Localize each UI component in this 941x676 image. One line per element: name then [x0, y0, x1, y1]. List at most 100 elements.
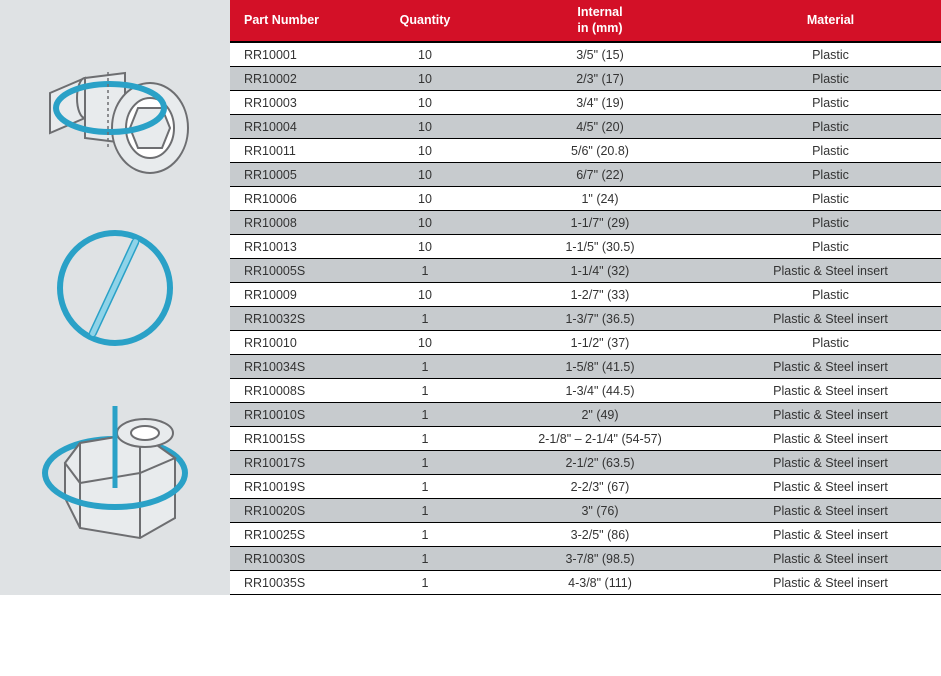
- cell-material: Plastic & Steel insert: [720, 451, 941, 475]
- cell-material: Plastic & Steel insert: [720, 403, 941, 427]
- cell-qty: 1: [370, 499, 480, 523]
- cell-qty: 1: [370, 427, 480, 451]
- cell-internal: 4-3/8" (111): [480, 571, 720, 595]
- cell-internal: 1-1/2" (37): [480, 331, 720, 355]
- cell-material: Plastic & Steel insert: [720, 355, 941, 379]
- table-row: RR10025S13-2/5" (86)Plastic & Steel inse…: [230, 523, 941, 547]
- cell-part: RR10001: [230, 42, 370, 67]
- cell-internal: 2" (49): [480, 403, 720, 427]
- cell-internal: 1-2/7" (33): [480, 283, 720, 307]
- cell-material: Plastic & Steel insert: [720, 307, 941, 331]
- table-row: RR10004104/5" (20)Plastic: [230, 115, 941, 139]
- header-part-number: Part Number: [230, 0, 370, 42]
- socket-diagram-icon: [30, 38, 200, 188]
- table-row: RR10013101-1/5" (30.5)Plastic: [230, 235, 941, 259]
- cell-internal: 1-3/7" (36.5): [480, 307, 720, 331]
- cell-internal: 2/3" (17): [480, 67, 720, 91]
- table-row: RR10010S12" (49)Plastic & Steel insert: [230, 403, 941, 427]
- table-row: RR10002102/3" (17)Plastic: [230, 67, 941, 91]
- cell-part: RR10003: [230, 91, 370, 115]
- cell-internal: 3/4" (19): [480, 91, 720, 115]
- cell-internal: 1-3/4" (44.5): [480, 379, 720, 403]
- table-row: RR10009101-2/7" (33)Plastic: [230, 283, 941, 307]
- cell-material: Plastic & Steel insert: [720, 379, 941, 403]
- cell-qty: 1: [370, 451, 480, 475]
- parts-table-wrap: Part Number Quantity Internal in (mm) Ma…: [230, 0, 941, 595]
- cell-part: RR10019S: [230, 475, 370, 499]
- cell-internal: 1" (24): [480, 187, 720, 211]
- cell-internal: 4/5" (20): [480, 115, 720, 139]
- cell-material: Plastic: [720, 139, 941, 163]
- cell-part: RR10010S: [230, 403, 370, 427]
- cell-qty: 1: [370, 355, 480, 379]
- cell-internal: 2-2/3" (67): [480, 475, 720, 499]
- table-row: RR10010101-1/2" (37)Plastic: [230, 331, 941, 355]
- cell-qty: 10: [370, 139, 480, 163]
- cell-internal: 2-1/8" – 2-1/4" (54-57): [480, 427, 720, 451]
- cell-material: Plastic & Steel insert: [720, 259, 941, 283]
- header-quantity: Quantity: [370, 0, 480, 42]
- cell-internal: 1-5/8" (41.5): [480, 355, 720, 379]
- cell-part: RR10032S: [230, 307, 370, 331]
- cell-part: RR10005: [230, 163, 370, 187]
- cell-internal: 3-2/5" (86): [480, 523, 720, 547]
- table-row: RR10001103/5" (15)Plastic: [230, 42, 941, 67]
- table-header-row: Part Number Quantity Internal in (mm) Ma…: [230, 0, 941, 42]
- cell-part: RR10002: [230, 67, 370, 91]
- cell-qty: 1: [370, 403, 480, 427]
- table-row: RR10015S12-1/8" – 2-1/4" (54-57)Plastic …: [230, 427, 941, 451]
- cell-internal: 3-7/8" (98.5): [480, 547, 720, 571]
- table-row: RR10017S12-1/2" (63.5)Plastic & Steel in…: [230, 451, 941, 475]
- cell-material: Plastic: [720, 331, 941, 355]
- cell-part: RR10025S: [230, 523, 370, 547]
- table-row: RR10011105/6" (20.8)Plastic: [230, 139, 941, 163]
- header-internal-line2: in (mm): [577, 21, 622, 35]
- cell-material: Plastic: [720, 283, 941, 307]
- cell-material: Plastic: [720, 235, 941, 259]
- table-row: RR10005S11-1/4" (32)Plastic & Steel inse…: [230, 259, 941, 283]
- cell-qty: 10: [370, 115, 480, 139]
- cell-qty: 10: [370, 235, 480, 259]
- cell-material: Plastic: [720, 91, 941, 115]
- cell-material: Plastic: [720, 163, 941, 187]
- cell-part: RR10010: [230, 331, 370, 355]
- diagram-sidebar: [0, 0, 230, 595]
- cell-qty: 10: [370, 187, 480, 211]
- cell-qty: 1: [370, 259, 480, 283]
- cell-part: RR10009: [230, 283, 370, 307]
- cell-internal: 1-1/7" (29): [480, 211, 720, 235]
- header-internal-line1: Internal: [577, 5, 622, 19]
- table-row: RR10003103/4" (19)Plastic: [230, 91, 941, 115]
- cell-qty: 1: [370, 307, 480, 331]
- cell-material: Plastic & Steel insert: [720, 547, 941, 571]
- cell-material: Plastic & Steel insert: [720, 427, 941, 451]
- cell-part: RR10008: [230, 211, 370, 235]
- cell-part: RR10015S: [230, 427, 370, 451]
- cell-qty: 1: [370, 523, 480, 547]
- cell-material: Plastic: [720, 115, 941, 139]
- cell-qty: 1: [370, 571, 480, 595]
- parts-table: Part Number Quantity Internal in (mm) Ma…: [230, 0, 941, 595]
- cell-material: Plastic & Steel insert: [720, 475, 941, 499]
- cell-qty: 10: [370, 331, 480, 355]
- table-row: RR10005106/7" (22)Plastic: [230, 163, 941, 187]
- table-row: RR10030S13-7/8" (98.5)Plastic & Steel in…: [230, 547, 941, 571]
- cell-part: RR10011: [230, 139, 370, 163]
- cell-part: RR10034S: [230, 355, 370, 379]
- header-internal: Internal in (mm): [480, 0, 720, 42]
- cell-material: Plastic: [720, 187, 941, 211]
- table-row: RR10032S11-3/7" (36.5)Plastic & Steel in…: [230, 307, 941, 331]
- cell-part: RR10004: [230, 115, 370, 139]
- cell-qty: 10: [370, 211, 480, 235]
- cell-internal: 1-1/5" (30.5): [480, 235, 720, 259]
- cell-material: Plastic & Steel insert: [720, 523, 941, 547]
- nut-ring-diagram-icon: [25, 388, 205, 558]
- cell-internal: 3/5" (15): [480, 42, 720, 67]
- cell-qty: 10: [370, 42, 480, 67]
- cell-qty: 1: [370, 547, 480, 571]
- cell-internal: 1-1/4" (32): [480, 259, 720, 283]
- table-row: RR10008S11-3/4" (44.5)Plastic & Steel in…: [230, 379, 941, 403]
- cell-material: Plastic: [720, 67, 941, 91]
- table-row: RR10006101" (24)Plastic: [230, 187, 941, 211]
- cell-part: RR10020S: [230, 499, 370, 523]
